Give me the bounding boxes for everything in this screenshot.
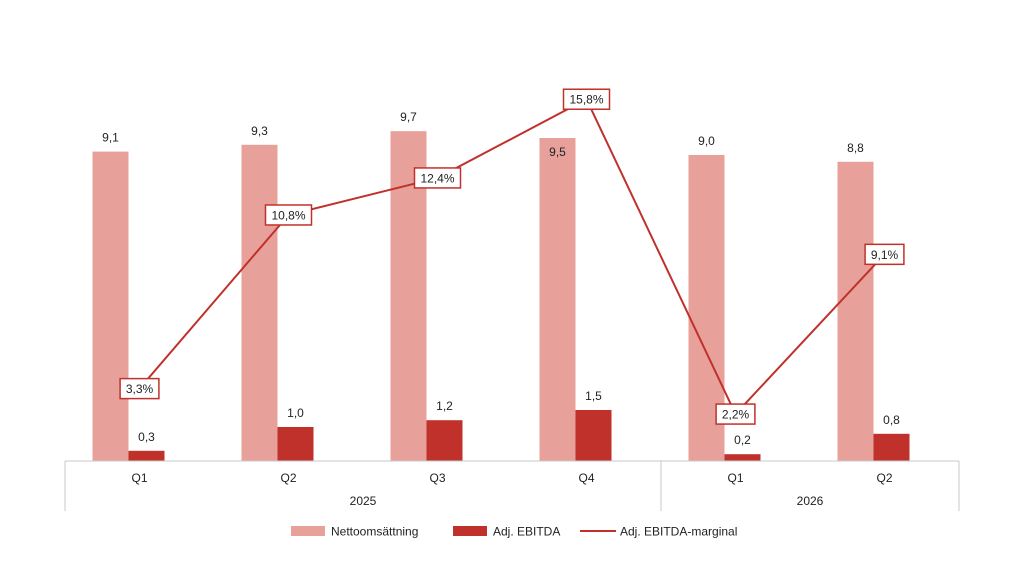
adj-ebitda-label: 0,3 — [138, 430, 155, 444]
adj-ebitda-bar — [128, 450, 165, 461]
nettoomsattning-bar — [92, 151, 129, 461]
nettoomsattning-label: 8,8 — [847, 141, 864, 155]
x-tick-label: Q1 — [131, 471, 147, 485]
adj-ebitda-bar — [426, 420, 463, 461]
legend-adj-ebitda-label: Adj. EBITDA — [493, 525, 560, 539]
legend-adj-ebitda-marginal-label: Adj. EBITDA-marginal — [620, 525, 737, 539]
adj-ebitda-marginal-label: 15,8% — [569, 93, 603, 107]
adj-ebitda-bar — [724, 454, 761, 461]
x-tick-label: Q2 — [280, 471, 296, 485]
margin-line-layer: 3,3% 10,8% 12,4% 15,8% 2,2% 9,1% — [119, 88, 905, 425]
adj-ebitda-marginal-point — [715, 403, 756, 425]
adj-ebitda-bar — [873, 433, 910, 461]
adj-ebitda-marginal-point — [119, 377, 160, 400]
adj-ebitda-label: 0,8 — [883, 413, 900, 427]
adj-ebitda-label: 0,2 — [734, 433, 751, 447]
nettoomsattning-label: 9,0 — [698, 134, 715, 148]
x-tick-label: Q4 — [578, 471, 594, 485]
adj-ebitda-label: 1,2 — [436, 399, 453, 413]
nettoomsattning-label: 9,5 — [549, 145, 566, 159]
x-tick-label: Q3 — [429, 471, 445, 485]
x-tick-label: Q2 — [876, 471, 892, 485]
adj-ebitda-marginal-label: 12,4% — [420, 171, 454, 185]
nettoomsattning-bar — [539, 138, 576, 461]
x-group-label: 2025 — [350, 494, 377, 508]
adj-ebitda-marginal-line — [138, 97, 886, 416]
legend-nettoomsattning-swatch — [291, 526, 325, 536]
bars-layer — [92, 131, 910, 462]
adj-ebitda-label: 1,5 — [585, 389, 602, 403]
adj-ebitda-marginal-point — [264, 204, 313, 226]
adj-ebitda-marginal-label: 2,2% — [722, 408, 750, 422]
adj-ebitda-marginal-label: 3,3% — [126, 382, 154, 396]
adj-ebitda-bar — [277, 427, 314, 461]
legend-adj-ebitda-swatch — [453, 526, 487, 536]
adj-ebitda-marginal-point — [562, 88, 611, 110]
adj-ebitda-marginal-label: 10,8% — [271, 208, 305, 222]
legend: Nettoomsättning Adj. EBITDA Adj. EBITDA-ma… — [291, 525, 737, 539]
data-labels-layer: 9,1 0,3 9,3 1,0 9,7 1,2 9,5 1,5 9,0 0,2 8,8 0,8 — [102, 110, 900, 447]
nettoomsattning-label: 9,3 — [251, 124, 268, 138]
x-group-label: 2026 — [797, 494, 824, 508]
nettoomsattning-label: 9,1 — [102, 131, 119, 145]
adj-ebitda-label: 1,0 — [287, 406, 304, 420]
nettoomsattning-label: 9,7 — [400, 110, 417, 124]
x-tick-label: Q1 — [727, 471, 743, 485]
nettoomsattning-bar — [241, 144, 278, 462]
legend-nettoomsattning-label: Nettoomsättning — [331, 525, 418, 539]
adj-ebitda-marginal-point — [413, 167, 462, 189]
adj-ebitda-bar — [575, 410, 612, 461]
adj-ebitda-marginal-point — [864, 243, 905, 266]
nettoomsattning-bar — [837, 161, 874, 462]
category-axis: Q1 Q2 Q3 Q4 Q1 Q2 2025 2026 — [64, 460, 960, 511]
adj-ebitda-marginal-label: 9,1% — [871, 248, 899, 262]
